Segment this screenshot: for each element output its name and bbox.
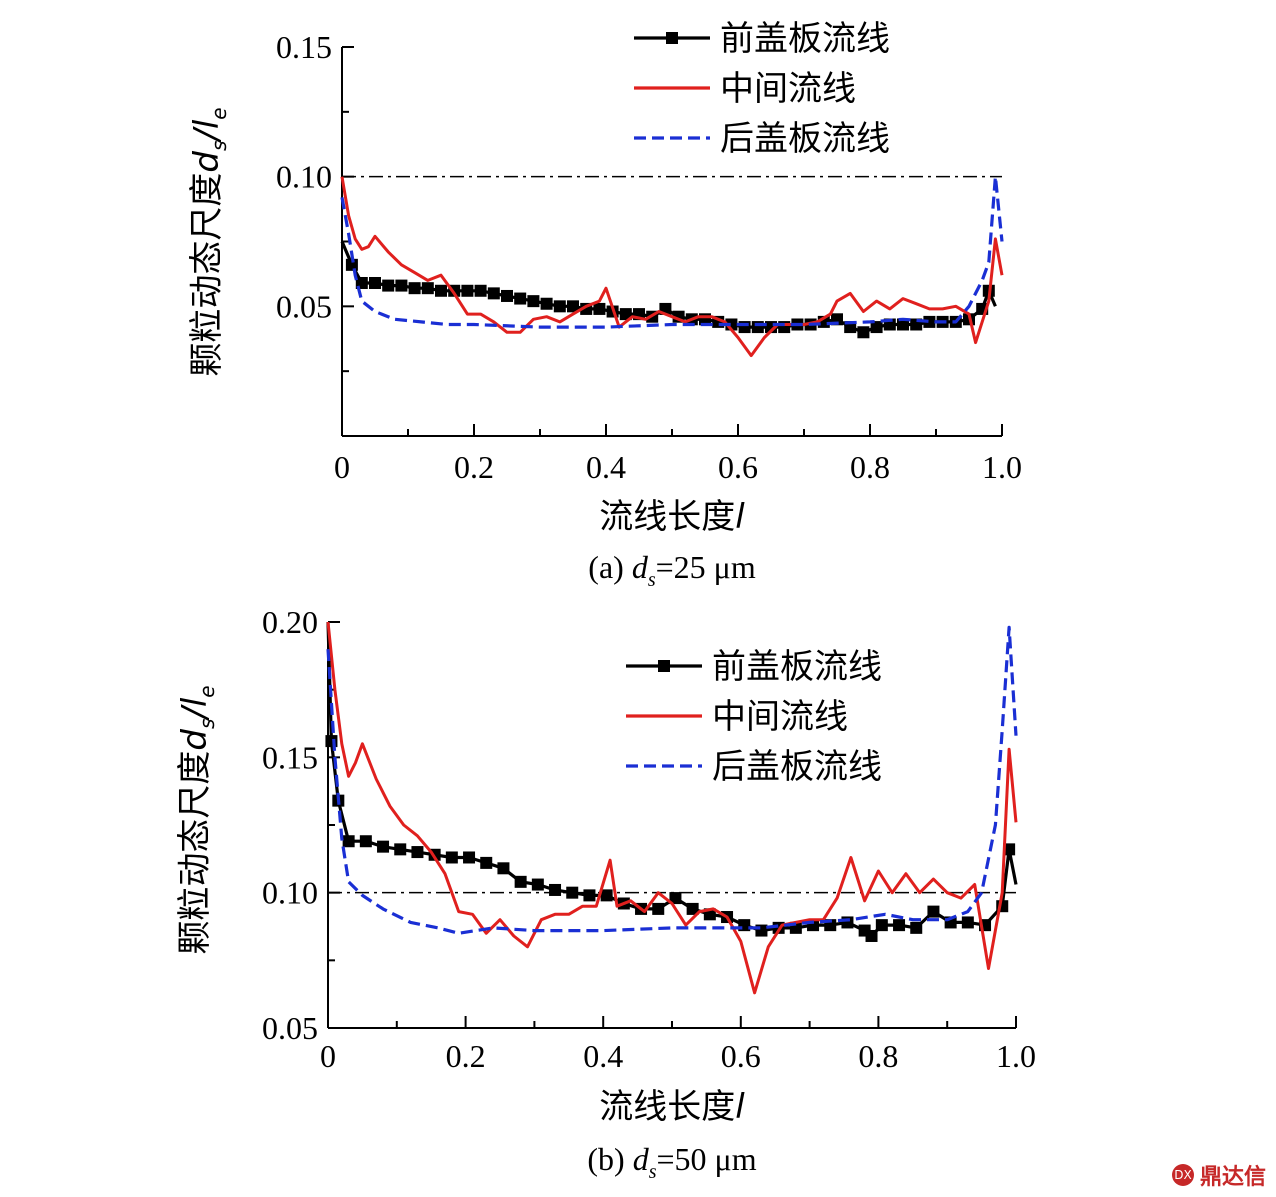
- data-point-marker: [566, 886, 579, 899]
- data-point-marker: [652, 902, 665, 915]
- chart-panel-a: 0.05 0.10 0.15 0 0.2 0.4 0.6 0.8 1.0 前盖板流线中间流线后盖板…: [187, 19, 1022, 591]
- data-point-marker: [857, 326, 870, 339]
- legend-label-1: 前盖板流线: [720, 19, 890, 59]
- series-line-1: [326, 621, 1018, 938]
- data-point-marker: [893, 919, 906, 932]
- data-point-marker: [923, 315, 936, 328]
- panel-caption: (b) ds=50 μm: [587, 1141, 756, 1183]
- y-tick-label: 0.10: [276, 159, 332, 195]
- data-point-marker: [553, 300, 566, 313]
- series-line-1: [340, 240, 997, 334]
- data-point-marker: [342, 835, 355, 848]
- y-tick-label: 0.20: [262, 604, 318, 640]
- x-tick-label: 0.4: [583, 1038, 623, 1074]
- y-axis-title: 颗粒动态尺度ds/le: [175, 685, 219, 954]
- x-tick-label: 0: [320, 1038, 336, 1074]
- data-point-marker: [514, 292, 527, 305]
- data-point-marker: [841, 916, 854, 929]
- x-tick-label: 0.8: [850, 449, 890, 485]
- data-point-marker: [961, 916, 974, 929]
- legend-label-3: 后盖板流线: [720, 119, 890, 159]
- data-point-marker: [359, 835, 372, 848]
- data-point-marker: [738, 321, 751, 334]
- data-point-marker: [411, 846, 424, 859]
- data-point-marker: [540, 297, 553, 310]
- x-tick-label: 0.8: [858, 1038, 898, 1074]
- series-line-3: [326, 625, 1018, 935]
- x-tick-label: 0.2: [446, 1038, 486, 1074]
- x-tick-label: 0: [334, 449, 350, 485]
- data-point-marker: [377, 840, 390, 853]
- data-point-marker: [567, 300, 579, 313]
- legend-marker: [658, 660, 670, 672]
- x-tick-label: 1.0: [982, 449, 1022, 485]
- y-tick-label: 0.10: [262, 875, 318, 911]
- x-tick-label: 1.0: [996, 1038, 1036, 1074]
- data-point-marker: [463, 851, 476, 864]
- legend-label-2: 中间流线: [720, 69, 856, 109]
- data-point-marker: [865, 929, 878, 942]
- data-point-marker: [497, 862, 510, 875]
- y-tick-label: 0.05: [276, 288, 332, 324]
- data-point-marker: [395, 279, 408, 292]
- series-line-3: [340, 175, 1004, 329]
- data-point-marker: [593, 302, 606, 315]
- x-axis-title: 流线长度l: [599, 497, 745, 537]
- data-point-marker: [870, 321, 883, 334]
- series-line-2: [326, 621, 1018, 995]
- data-point-marker: [345, 258, 358, 271]
- data-point-marker: [1003, 843, 1016, 856]
- data-point-marker: [910, 921, 923, 934]
- legend-marker: [666, 32, 678, 44]
- data-point-marker: [369, 276, 381, 289]
- y-tick-label: 0.15: [276, 29, 332, 65]
- data-point-marker: [394, 843, 407, 856]
- data-point-marker: [474, 284, 487, 297]
- x-tick-label: 0.6: [721, 1038, 761, 1074]
- x-tick-label: 0.6: [718, 449, 758, 485]
- data-point-marker: [514, 875, 527, 888]
- data-point-marker: [421, 282, 434, 295]
- data-point-marker: [382, 279, 395, 292]
- series-line-2: [340, 176, 1004, 358]
- x-tick-label: 0.4: [586, 449, 626, 485]
- data-point-marker: [751, 321, 764, 334]
- watermark-logo: DX 鼎达信: [1171, 1159, 1266, 1191]
- data-point-marker: [927, 905, 940, 918]
- data-point-marker: [778, 321, 791, 334]
- data-point-marker: [487, 287, 500, 300]
- data-point-marker: [445, 851, 458, 864]
- data-point-marker: [583, 889, 596, 902]
- data-point-marker: [501, 289, 513, 302]
- panel-caption: (a) ds=25 μm: [588, 549, 756, 591]
- data-point-marker: [549, 883, 562, 896]
- data-point-marker: [531, 878, 544, 891]
- data-point-marker: [435, 284, 447, 297]
- y-tick-label: 0.05: [262, 1010, 318, 1046]
- chart-panel-b: 0.05 0.10 0.15 0.20 0 0.2 0.4 0.6 0.8 1.0 前盖板流线中间流…: [175, 604, 1036, 1183]
- watermark-badge-icon: DX: [1171, 1164, 1194, 1186]
- data-point-marker: [875, 919, 888, 932]
- data-point-marker: [686, 902, 699, 915]
- watermark-text: 鼎达信: [1199, 1165, 1266, 1190]
- data-point-marker: [669, 892, 682, 905]
- data-point-marker: [619, 308, 632, 321]
- x-axis-title: 流线长度l: [599, 1087, 745, 1127]
- data-point-marker: [897, 318, 909, 331]
- data-point-marker: [527, 295, 540, 308]
- legend-label-3: 后盖板流线: [712, 747, 882, 787]
- x-tick-label: 0.2: [454, 449, 494, 485]
- data-point-marker: [461, 284, 474, 297]
- data-point-marker: [600, 889, 613, 902]
- legend-label-1: 前盖板流线: [712, 647, 882, 687]
- data-point-marker: [480, 856, 493, 869]
- data-point-marker: [408, 282, 421, 295]
- y-axis-title: 颗粒动态尺度ds/le: [187, 107, 231, 376]
- y-tick-label: 0.15: [262, 739, 318, 775]
- legend-label-2: 中间流线: [712, 697, 848, 737]
